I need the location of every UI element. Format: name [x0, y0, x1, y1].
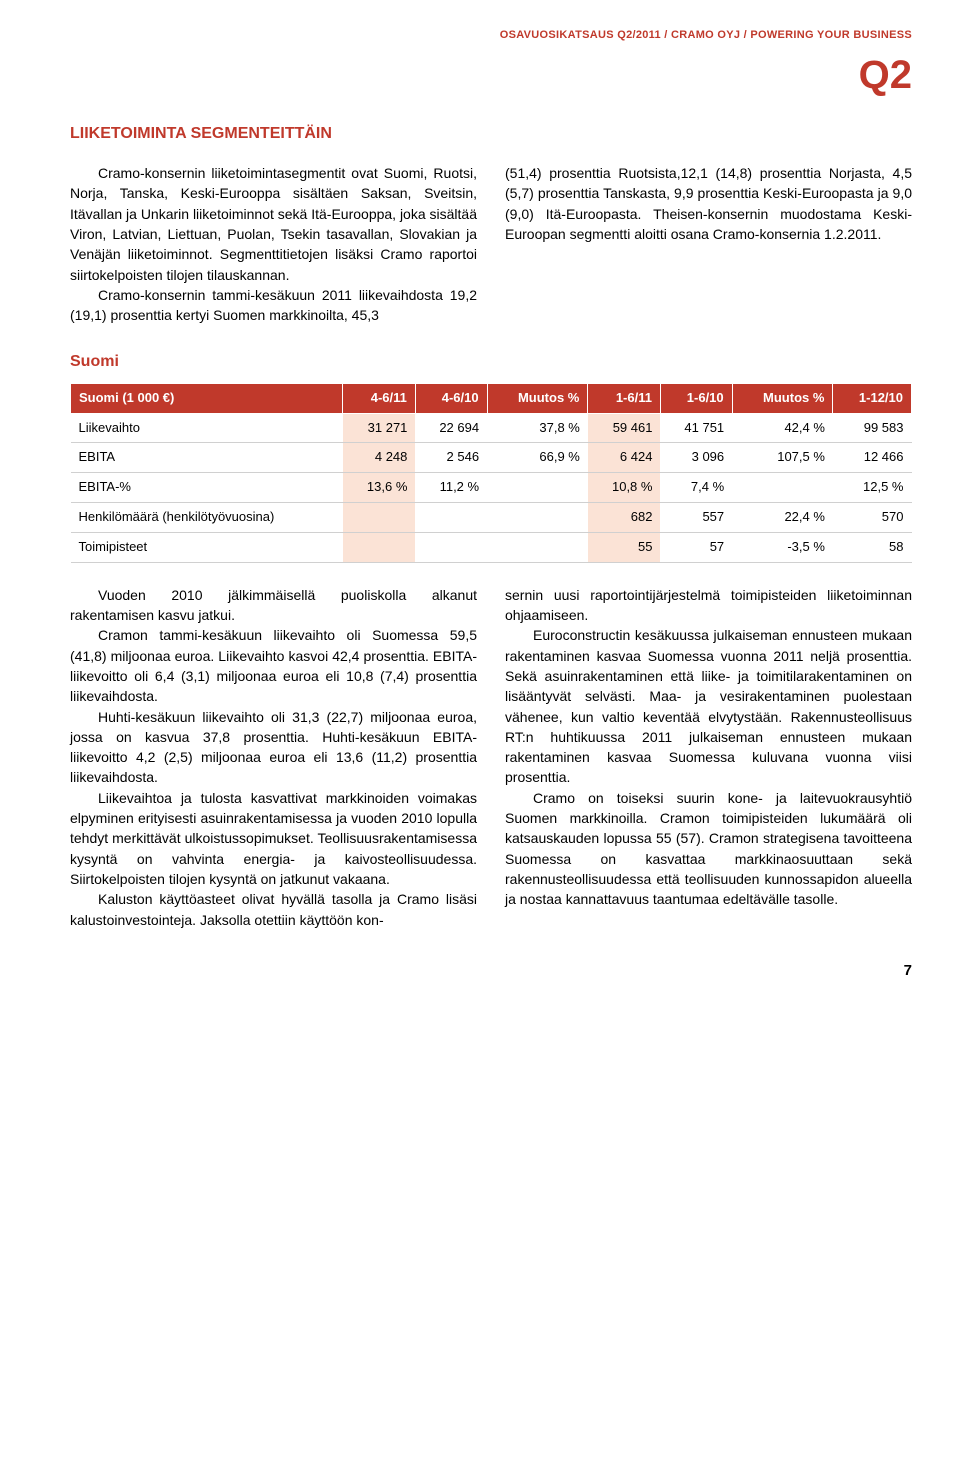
- td-value: 6 424: [588, 443, 661, 473]
- td-value: 557: [660, 503, 732, 533]
- td-value: 107,5 %: [732, 443, 833, 473]
- td-value: 41 751: [660, 413, 732, 443]
- td-value: 42,4 %: [732, 413, 833, 443]
- table-header-row: Suomi (1 000 €) 4-6/11 4-6/10 Muutos % 1…: [71, 383, 912, 413]
- td-label: Henkilömäärä (henkilötyövuosina): [71, 503, 343, 533]
- page-number: 7: [70, 960, 912, 982]
- body-left-p4: Liikevaihtoa ja tulosta kasvattivat mark…: [70, 788, 477, 889]
- td-value: 10,8 %: [588, 473, 661, 503]
- td-value: 66,9 %: [487, 443, 588, 473]
- body-left-p2: Cramon tammi-kesäkuun liikevaihto oli Su…: [70, 625, 477, 706]
- td-value: 570: [833, 503, 912, 533]
- th-col: Muutos %: [487, 383, 588, 413]
- td-value: 12 466: [833, 443, 912, 473]
- table-row: Liikevaihto31 27122 69437,8 %59 46141 75…: [71, 413, 912, 443]
- td-value: 11,2 %: [415, 473, 487, 503]
- td-value: 59 461: [588, 413, 661, 443]
- th-col: 4-6/11: [343, 383, 416, 413]
- td-value: [343, 532, 416, 562]
- td-value: [487, 473, 588, 503]
- td-value: [732, 473, 833, 503]
- td-value: 99 583: [833, 413, 912, 443]
- td-value: 682: [588, 503, 661, 533]
- td-value: [487, 503, 588, 533]
- td-value: [487, 532, 588, 562]
- td-value: 13,6 %: [343, 473, 416, 503]
- table-row: Toimipisteet 5557-3,5 %58: [71, 532, 912, 562]
- table-row: EBITA-%13,6 %11,2 % 10,8 %7,4 % 12,5 %: [71, 473, 912, 503]
- table-row: EBITA4 2482 54666,9 %6 4243 096107,5 %12…: [71, 443, 912, 473]
- td-value: [343, 503, 416, 533]
- finance-table: Suomi (1 000 €) 4-6/11 4-6/10 Muutos % 1…: [70, 383, 912, 563]
- td-value: -3,5 %: [732, 532, 833, 562]
- td-value: 55: [588, 532, 661, 562]
- intro-right: (51,4) prosenttia Ruotsista,12,1 (14,8) …: [505, 163, 912, 325]
- td-value: 2 546: [415, 443, 487, 473]
- td-value: [415, 532, 487, 562]
- body-columns: Vuoden 2010 jälkimmäisellä puoliskolla a…: [70, 585, 912, 930]
- intro-left-p2: Cramo-konsernin tammi-kesäkuun 2011 liik…: [70, 285, 477, 326]
- td-value: 22,4 %: [732, 503, 833, 533]
- td-value: 31 271: [343, 413, 416, 443]
- td-value: 58: [833, 532, 912, 562]
- body-right-p2: Euroconstructin kesäkuussa julkaiseman e…: [505, 625, 912, 787]
- th-col: 1-6/10: [660, 383, 732, 413]
- th-col: Muutos %: [732, 383, 833, 413]
- body-right: sernin uusi raportointijärjestelmä toimi…: [505, 585, 912, 930]
- intro-columns: Cramo-konsernin liiketoimintasegmentit o…: [70, 163, 912, 325]
- quarter-badge: Q2: [70, 46, 912, 104]
- intro-left-p1: Cramo-konsernin liiketoimintasegmentit o…: [70, 163, 477, 285]
- body-right-p1: sernin uusi raportointijärjestelmä toimi…: [505, 585, 912, 626]
- td-value: [415, 503, 487, 533]
- table-row: Henkilömäärä (henkilötyövuosina) 68255722…: [71, 503, 912, 533]
- td-value: 37,8 %: [487, 413, 588, 443]
- td-label: EBITA: [71, 443, 343, 473]
- body-left-p5: Kaluston käyttöasteet olivat hyvällä tas…: [70, 889, 477, 930]
- td-value: 4 248: [343, 443, 416, 473]
- body-left-p3: Huhti-kesäkuun liikevaihto oli 31,3 (22,…: [70, 707, 477, 788]
- body-left-p1: Vuoden 2010 jälkimmäisellä puoliskolla a…: [70, 585, 477, 626]
- th-col: 1-6/11: [588, 383, 661, 413]
- body-left: Vuoden 2010 jälkimmäisellä puoliskolla a…: [70, 585, 477, 930]
- intro-left: Cramo-konsernin liiketoimintasegmentit o…: [70, 163, 477, 325]
- sub-heading: Suomi: [70, 350, 912, 373]
- intro-right-p1: (51,4) prosenttia Ruotsista,12,1 (14,8) …: [505, 163, 912, 244]
- td-value: 7,4 %: [660, 473, 732, 503]
- td-value: 3 096: [660, 443, 732, 473]
- td-value: 12,5 %: [833, 473, 912, 503]
- header-line: OSAVUOSIKATSAUS Q2/2011 / CRAMO OYJ / PO…: [70, 28, 912, 44]
- td-label: Toimipisteet: [71, 532, 343, 562]
- th-col: 4-6/10: [415, 383, 487, 413]
- table-body: Liikevaihto31 27122 69437,8 %59 46141 75…: [71, 413, 912, 562]
- section-title: LIIKETOIMINTA SEGMENTEITTÄIN: [70, 122, 912, 145]
- th-col: 1-12/10: [833, 383, 912, 413]
- td-label: Liikevaihto: [71, 413, 343, 443]
- td-value: 57: [660, 532, 732, 562]
- td-label: EBITA-%: [71, 473, 343, 503]
- td-value: 22 694: [415, 413, 487, 443]
- th-label: Suomi (1 000 €): [71, 383, 343, 413]
- body-right-p3: Cramo on toiseksi suurin kone- ja laitev…: [505, 788, 912, 910]
